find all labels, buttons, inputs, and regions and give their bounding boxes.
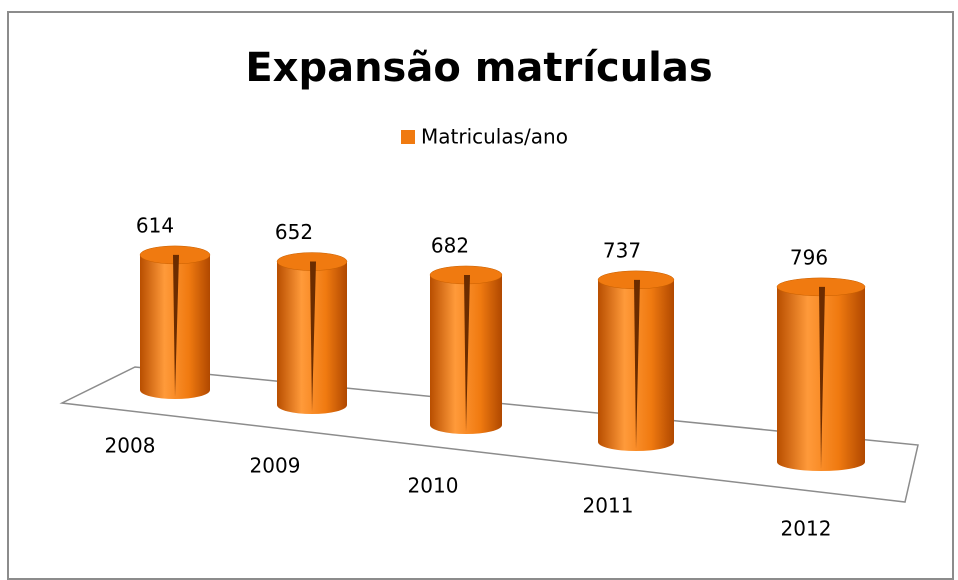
chart-title: Expansão matrículas — [245, 45, 712, 91]
cylinder-slit — [819, 286, 825, 469]
data-label: 682 — [431, 233, 469, 257]
x-tick-label: 2011 — [583, 494, 634, 518]
x-tick-label: 2012 — [781, 517, 832, 541]
data-label: 796 — [790, 245, 828, 269]
x-tick-label: 2010 — [408, 474, 459, 498]
legend-label: Matriculas/ano — [421, 125, 568, 149]
x-tick-label: 2009 — [250, 454, 301, 478]
cylinder-slit — [464, 274, 470, 432]
cylinder-slit — [634, 279, 640, 449]
legend-swatch — [401, 130, 415, 144]
data-label: 737 — [603, 238, 641, 262]
floor — [59, 366, 919, 503]
data-label: 652 — [275, 220, 313, 244]
data-label: 614 — [136, 213, 174, 237]
cylinder-slit — [173, 254, 179, 397]
cylinder-slit — [310, 261, 316, 412]
x-tick-label: 2008 — [105, 434, 156, 458]
